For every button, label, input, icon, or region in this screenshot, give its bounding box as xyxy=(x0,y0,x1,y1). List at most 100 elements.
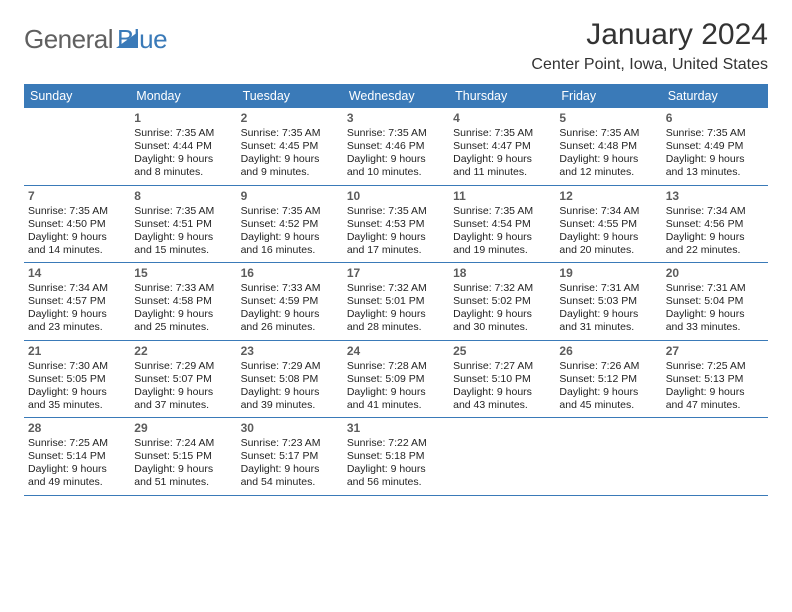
calendar-cell: 15Sunrise: 7:33 AMSunset: 4:58 PMDayligh… xyxy=(130,263,236,341)
day-number: 1 xyxy=(134,111,232,126)
daylight-line: Daylight: 9 hours and 25 minutes. xyxy=(134,308,232,334)
calendar-cell: 25Sunrise: 7:27 AMSunset: 5:10 PMDayligh… xyxy=(449,340,555,418)
weekday-header: Saturday xyxy=(662,84,768,108)
calendar-row: 7Sunrise: 7:35 AMSunset: 4:50 PMDaylight… xyxy=(24,185,768,263)
day-number: 24 xyxy=(347,344,445,359)
daylight-line: Daylight: 9 hours and 15 minutes. xyxy=(134,231,232,257)
calendar-cell: 10Sunrise: 7:35 AMSunset: 4:53 PMDayligh… xyxy=(343,185,449,263)
daylight-line: Daylight: 9 hours and 30 minutes. xyxy=(453,308,551,334)
daylight-line: Daylight: 9 hours and 11 minutes. xyxy=(453,153,551,179)
daylight-line: Daylight: 9 hours and 28 minutes. xyxy=(347,308,445,334)
sunset-line: Sunset: 4:47 PM xyxy=(453,140,551,153)
sunrise-line: Sunrise: 7:34 AM xyxy=(559,205,657,218)
calendar-cell-empty xyxy=(662,418,768,496)
sunrise-line: Sunrise: 7:35 AM xyxy=(347,127,445,140)
sunset-line: Sunset: 4:44 PM xyxy=(134,140,232,153)
daylight-line: Daylight: 9 hours and 47 minutes. xyxy=(666,386,764,412)
sunrise-line: Sunrise: 7:27 AM xyxy=(453,360,551,373)
weekday-header: Thursday xyxy=(449,84,555,108)
sunset-line: Sunset: 4:46 PM xyxy=(347,140,445,153)
calendar-cell: 24Sunrise: 7:28 AMSunset: 5:09 PMDayligh… xyxy=(343,340,449,418)
sunset-line: Sunset: 5:13 PM xyxy=(666,373,764,386)
sunset-line: Sunset: 5:15 PM xyxy=(134,450,232,463)
location-label: Center Point, Iowa, United States xyxy=(531,56,768,74)
day-number: 14 xyxy=(28,266,126,281)
sunset-line: Sunset: 4:58 PM xyxy=(134,295,232,308)
sunset-line: Sunset: 4:55 PM xyxy=(559,218,657,231)
weekday-header: Monday xyxy=(130,84,236,108)
sunrise-line: Sunrise: 7:32 AM xyxy=(347,282,445,295)
sunset-line: Sunset: 5:18 PM xyxy=(347,450,445,463)
sunset-line: Sunset: 5:12 PM xyxy=(559,373,657,386)
calendar-cell: 11Sunrise: 7:35 AMSunset: 4:54 PMDayligh… xyxy=(449,185,555,263)
sunset-line: Sunset: 4:56 PM xyxy=(666,218,764,231)
calendar-table: SundayMondayTuesdayWednesdayThursdayFrid… xyxy=(24,84,768,496)
day-number: 31 xyxy=(347,421,445,436)
daylight-line: Daylight: 9 hours and 45 minutes. xyxy=(559,386,657,412)
calendar-cell: 9Sunrise: 7:35 AMSunset: 4:52 PMDaylight… xyxy=(237,185,343,263)
day-number: 18 xyxy=(453,266,551,281)
calendar-cell: 7Sunrise: 7:35 AMSunset: 4:50 PMDaylight… xyxy=(24,185,130,263)
sunrise-line: Sunrise: 7:35 AM xyxy=(241,127,339,140)
daylight-line: Daylight: 9 hours and 37 minutes. xyxy=(134,386,232,412)
day-number: 22 xyxy=(134,344,232,359)
calendar-cell: 23Sunrise: 7:29 AMSunset: 5:08 PMDayligh… xyxy=(237,340,343,418)
daylight-line: Daylight: 9 hours and 10 minutes. xyxy=(347,153,445,179)
daylight-line: Daylight: 9 hours and 23 minutes. xyxy=(28,308,126,334)
daylight-line: Daylight: 9 hours and 9 minutes. xyxy=(241,153,339,179)
daylight-line: Daylight: 9 hours and 12 minutes. xyxy=(559,153,657,179)
sunrise-line: Sunrise: 7:31 AM xyxy=(666,282,764,295)
day-number: 17 xyxy=(347,266,445,281)
daylight-line: Daylight: 9 hours and 8 minutes. xyxy=(134,153,232,179)
calendar-cell-empty xyxy=(449,418,555,496)
day-number: 5 xyxy=(559,111,657,126)
sunset-line: Sunset: 4:52 PM xyxy=(241,218,339,231)
calendar-cell: 13Sunrise: 7:34 AMSunset: 4:56 PMDayligh… xyxy=(662,185,768,263)
daylight-line: Daylight: 9 hours and 54 minutes. xyxy=(241,463,339,489)
sunrise-line: Sunrise: 7:28 AM xyxy=(347,360,445,373)
sunrise-line: Sunrise: 7:35 AM xyxy=(666,127,764,140)
day-number: 28 xyxy=(28,421,126,436)
day-number: 11 xyxy=(453,189,551,204)
calendar-cell: 5Sunrise: 7:35 AMSunset: 4:48 PMDaylight… xyxy=(555,108,661,185)
sunset-line: Sunset: 4:57 PM xyxy=(28,295,126,308)
calendar-cell: 26Sunrise: 7:26 AMSunset: 5:12 PMDayligh… xyxy=(555,340,661,418)
logo: General Blue xyxy=(24,24,167,55)
sunset-line: Sunset: 5:01 PM xyxy=(347,295,445,308)
sunrise-line: Sunrise: 7:31 AM xyxy=(559,282,657,295)
sunset-line: Sunset: 5:04 PM xyxy=(666,295,764,308)
sunrise-line: Sunrise: 7:32 AM xyxy=(453,282,551,295)
day-number: 8 xyxy=(134,189,232,204)
daylight-line: Daylight: 9 hours and 16 minutes. xyxy=(241,231,339,257)
calendar-cell: 27Sunrise: 7:25 AMSunset: 5:13 PMDayligh… xyxy=(662,340,768,418)
calendar-cell: 21Sunrise: 7:30 AMSunset: 5:05 PMDayligh… xyxy=(24,340,130,418)
daylight-line: Daylight: 9 hours and 49 minutes. xyxy=(28,463,126,489)
sunrise-line: Sunrise: 7:22 AM xyxy=(347,437,445,450)
month-title: January 2024 xyxy=(531,18,768,52)
calendar-cell: 18Sunrise: 7:32 AMSunset: 5:02 PMDayligh… xyxy=(449,263,555,341)
day-number: 30 xyxy=(241,421,339,436)
sunset-line: Sunset: 4:54 PM xyxy=(453,218,551,231)
sunrise-line: Sunrise: 7:24 AM xyxy=(134,437,232,450)
calendar-cell: 8Sunrise: 7:35 AMSunset: 4:51 PMDaylight… xyxy=(130,185,236,263)
daylight-line: Daylight: 9 hours and 26 minutes. xyxy=(241,308,339,334)
sunrise-line: Sunrise: 7:29 AM xyxy=(241,360,339,373)
day-number: 12 xyxy=(559,189,657,204)
daylight-line: Daylight: 9 hours and 33 minutes. xyxy=(666,308,764,334)
header: General Blue January 2024 Center Point, … xyxy=(24,18,768,74)
calendar-cell: 3Sunrise: 7:35 AMSunset: 4:46 PMDaylight… xyxy=(343,108,449,185)
calendar-cell: 14Sunrise: 7:34 AMSunset: 4:57 PMDayligh… xyxy=(24,263,130,341)
title-block: January 2024 Center Point, Iowa, United … xyxy=(531,18,768,74)
sunset-line: Sunset: 5:03 PM xyxy=(559,295,657,308)
daylight-line: Daylight: 9 hours and 31 minutes. xyxy=(559,308,657,334)
sunset-line: Sunset: 4:59 PM xyxy=(241,295,339,308)
sunrise-line: Sunrise: 7:26 AM xyxy=(559,360,657,373)
sunset-line: Sunset: 4:45 PM xyxy=(241,140,339,153)
sunrise-line: Sunrise: 7:35 AM xyxy=(559,127,657,140)
day-number: 15 xyxy=(134,266,232,281)
daylight-line: Daylight: 9 hours and 43 minutes. xyxy=(453,386,551,412)
day-number: 27 xyxy=(666,344,764,359)
daylight-line: Daylight: 9 hours and 35 minutes. xyxy=(28,386,126,412)
calendar-cell-empty xyxy=(24,108,130,185)
sunrise-line: Sunrise: 7:35 AM xyxy=(453,127,551,140)
